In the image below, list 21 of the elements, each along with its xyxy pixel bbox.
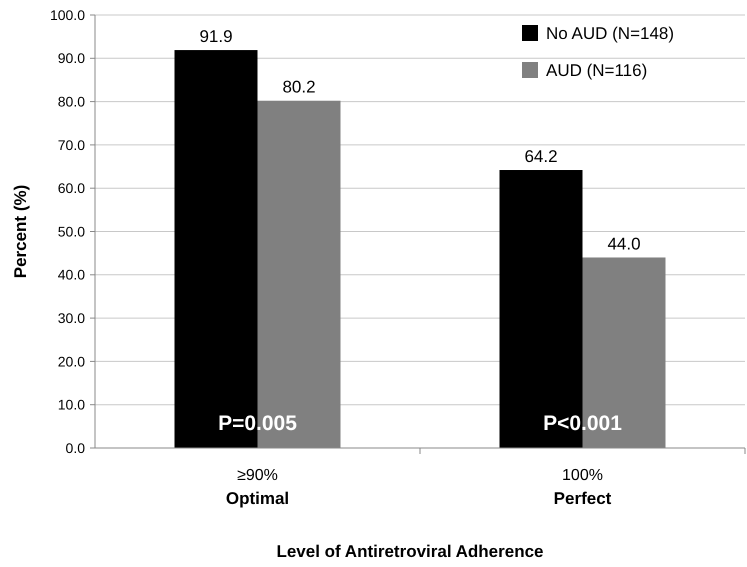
data-label: 44.0 — [607, 234, 641, 254]
data-label: 64.2 — [524, 147, 558, 166]
y-tick-label: 80.0 — [58, 94, 86, 110]
data-label: 80.2 — [282, 78, 316, 97]
x-tick-label: ≥90% Optimal — [226, 467, 290, 508]
y-tick-label: 70.0 — [58, 136, 86, 153]
y-tick-label: 10.0 — [58, 396, 86, 413]
y-tick-label: 90.0 — [58, 50, 86, 66]
x-tick-label: 100% Perfect — [554, 467, 612, 508]
y-tick-label: 100.0 — [50, 6, 86, 23]
x-axis-title: Level of Antiretroviral Adherence — [276, 542, 544, 561]
y-tick-label: 0.0 — [66, 440, 86, 456]
y-tick-label: 60.0 — [58, 180, 86, 196]
y-tick-label: 20.0 — [58, 353, 86, 370]
y-tick-label: 40.0 — [58, 266, 86, 283]
y-tick-label: 50.0 — [58, 223, 86, 240]
data-label: 91.9 — [199, 27, 233, 46]
y-axis-title: Percent (%) — [11, 184, 30, 278]
y-tick-label: 30.0 — [58, 310, 86, 326]
legend-label: No AUD (N=148) — [546, 24, 674, 43]
legend-label: AUD (N=116) — [546, 60, 648, 80]
